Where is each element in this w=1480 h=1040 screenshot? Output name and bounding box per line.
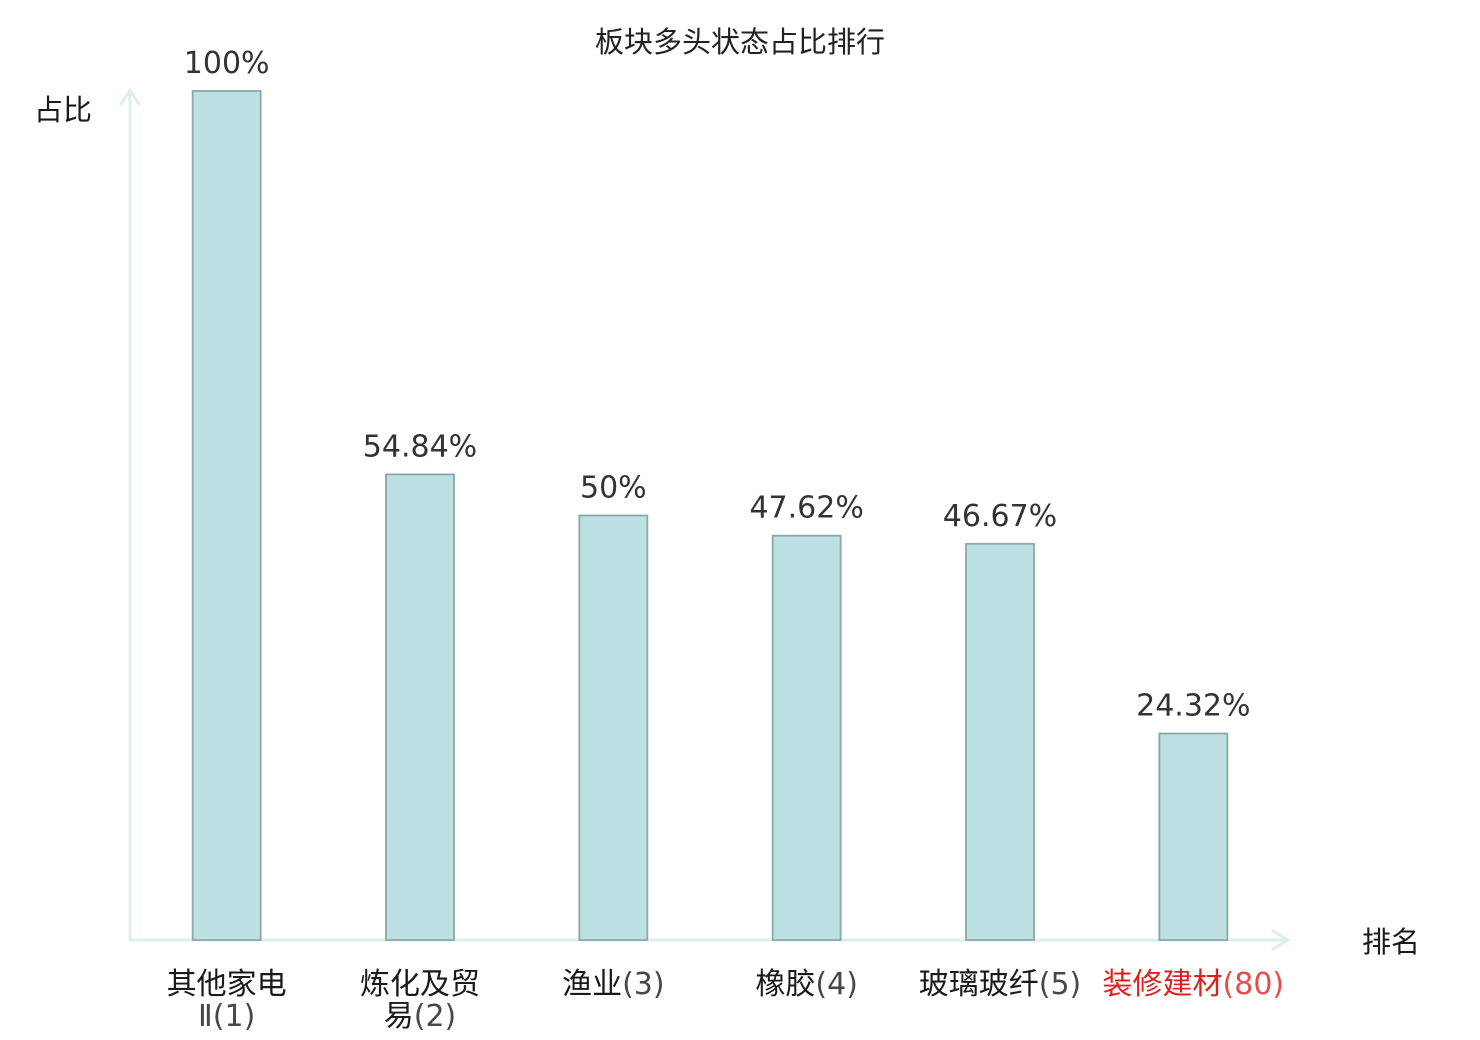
- bar: [191, 90, 262, 941]
- x-axis-label: 排名: [1362, 925, 1420, 959]
- bar: [1158, 732, 1229, 941]
- chart-title: 板块多头状态占比排行: [595, 25, 885, 59]
- x-tick-label: 炼化及贸易(2): [360, 967, 480, 1034]
- data-label: 54.84%: [363, 429, 477, 464]
- bar: [965, 542, 1035, 941]
- x-tick-label: 其他家电 Ⅱ(1): [167, 967, 287, 1034]
- data-label: 24.32%: [1136, 689, 1250, 724]
- x-tick-label: 玻璃玻纤(5): [919, 967, 1082, 1002]
- x-axis-arrow-icon: [1271, 929, 1290, 951]
- data-labels: 100% 54.84% 50% 47.62% 46.67% 24.32%: [184, 46, 1251, 724]
- bar-series: [191, 90, 1229, 941]
- y-axis-label: 占比: [34, 93, 92, 127]
- bar: [771, 534, 842, 941]
- bar: [578, 514, 649, 941]
- data-label: 50%: [580, 471, 647, 506]
- bar: [385, 473, 455, 941]
- y-axis-arrow-icon: [119, 88, 141, 106]
- data-label: 100%: [184, 46, 270, 81]
- x-tick-label: 橡胶(4): [755, 967, 858, 1002]
- x-tick-label: 装修建材(80): [1103, 967, 1285, 1002]
- axes: [119, 88, 1290, 951]
- x-tick-label: 渔业(3): [562, 967, 665, 1002]
- data-label: 46.67%: [943, 499, 1057, 534]
- x-tick-labels: 其他家电 Ⅱ(1) 炼化及贸易(2) 渔业(3) 橡胶(4) 玻璃玻纤(5) 装修建材(80…: [167, 967, 1284, 1034]
- data-label: 47.62%: [749, 491, 863, 526]
